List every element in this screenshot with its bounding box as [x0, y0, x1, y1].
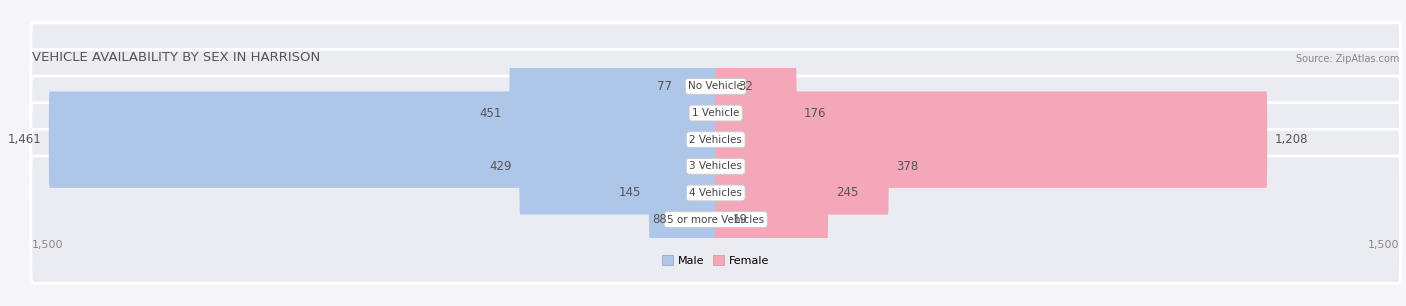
FancyBboxPatch shape [519, 118, 717, 215]
FancyBboxPatch shape [31, 156, 1400, 283]
Text: 3 Vehicles: 3 Vehicles [689, 161, 742, 171]
Text: 19: 19 [733, 213, 748, 226]
Text: 88: 88 [652, 213, 668, 226]
Text: 378: 378 [896, 160, 918, 173]
Text: VEHICLE AVAILABILITY BY SEX IN HARRISON: VEHICLE AVAILABILITY BY SEX IN HARRISON [32, 51, 321, 64]
Text: 451: 451 [479, 106, 502, 120]
FancyBboxPatch shape [31, 49, 1400, 177]
Text: 176: 176 [804, 106, 827, 120]
FancyBboxPatch shape [716, 38, 731, 135]
FancyBboxPatch shape [509, 65, 717, 161]
Text: 4 Vehicles: 4 Vehicles [689, 188, 742, 198]
FancyBboxPatch shape [31, 129, 1400, 257]
FancyBboxPatch shape [716, 118, 889, 215]
FancyBboxPatch shape [49, 91, 717, 188]
FancyBboxPatch shape [716, 145, 828, 241]
Text: 32: 32 [738, 80, 754, 93]
Text: 2 Vehicles: 2 Vehicles [689, 135, 742, 145]
FancyBboxPatch shape [650, 145, 717, 241]
Text: Source: ZipAtlas.com: Source: ZipAtlas.com [1296, 54, 1400, 64]
FancyBboxPatch shape [675, 171, 717, 268]
FancyBboxPatch shape [716, 91, 1267, 188]
Text: 429: 429 [489, 160, 512, 173]
Text: 1,208: 1,208 [1275, 133, 1308, 146]
Text: 145: 145 [619, 186, 641, 200]
FancyBboxPatch shape [31, 23, 1400, 150]
FancyBboxPatch shape [31, 103, 1400, 230]
Legend: Male, Female: Male, Female [658, 251, 773, 270]
Text: 1,500: 1,500 [1368, 240, 1400, 250]
Text: 1,500: 1,500 [32, 240, 63, 250]
Text: 1 Vehicle: 1 Vehicle [692, 108, 740, 118]
Text: 1,461: 1,461 [7, 133, 41, 146]
FancyBboxPatch shape [681, 38, 717, 135]
Text: 77: 77 [658, 80, 672, 93]
FancyBboxPatch shape [31, 76, 1400, 203]
Text: 245: 245 [835, 186, 858, 200]
Text: No Vehicle: No Vehicle [689, 81, 744, 91]
FancyBboxPatch shape [716, 65, 797, 161]
Text: 5 or more Vehicles: 5 or more Vehicles [666, 215, 765, 225]
FancyBboxPatch shape [716, 171, 725, 268]
